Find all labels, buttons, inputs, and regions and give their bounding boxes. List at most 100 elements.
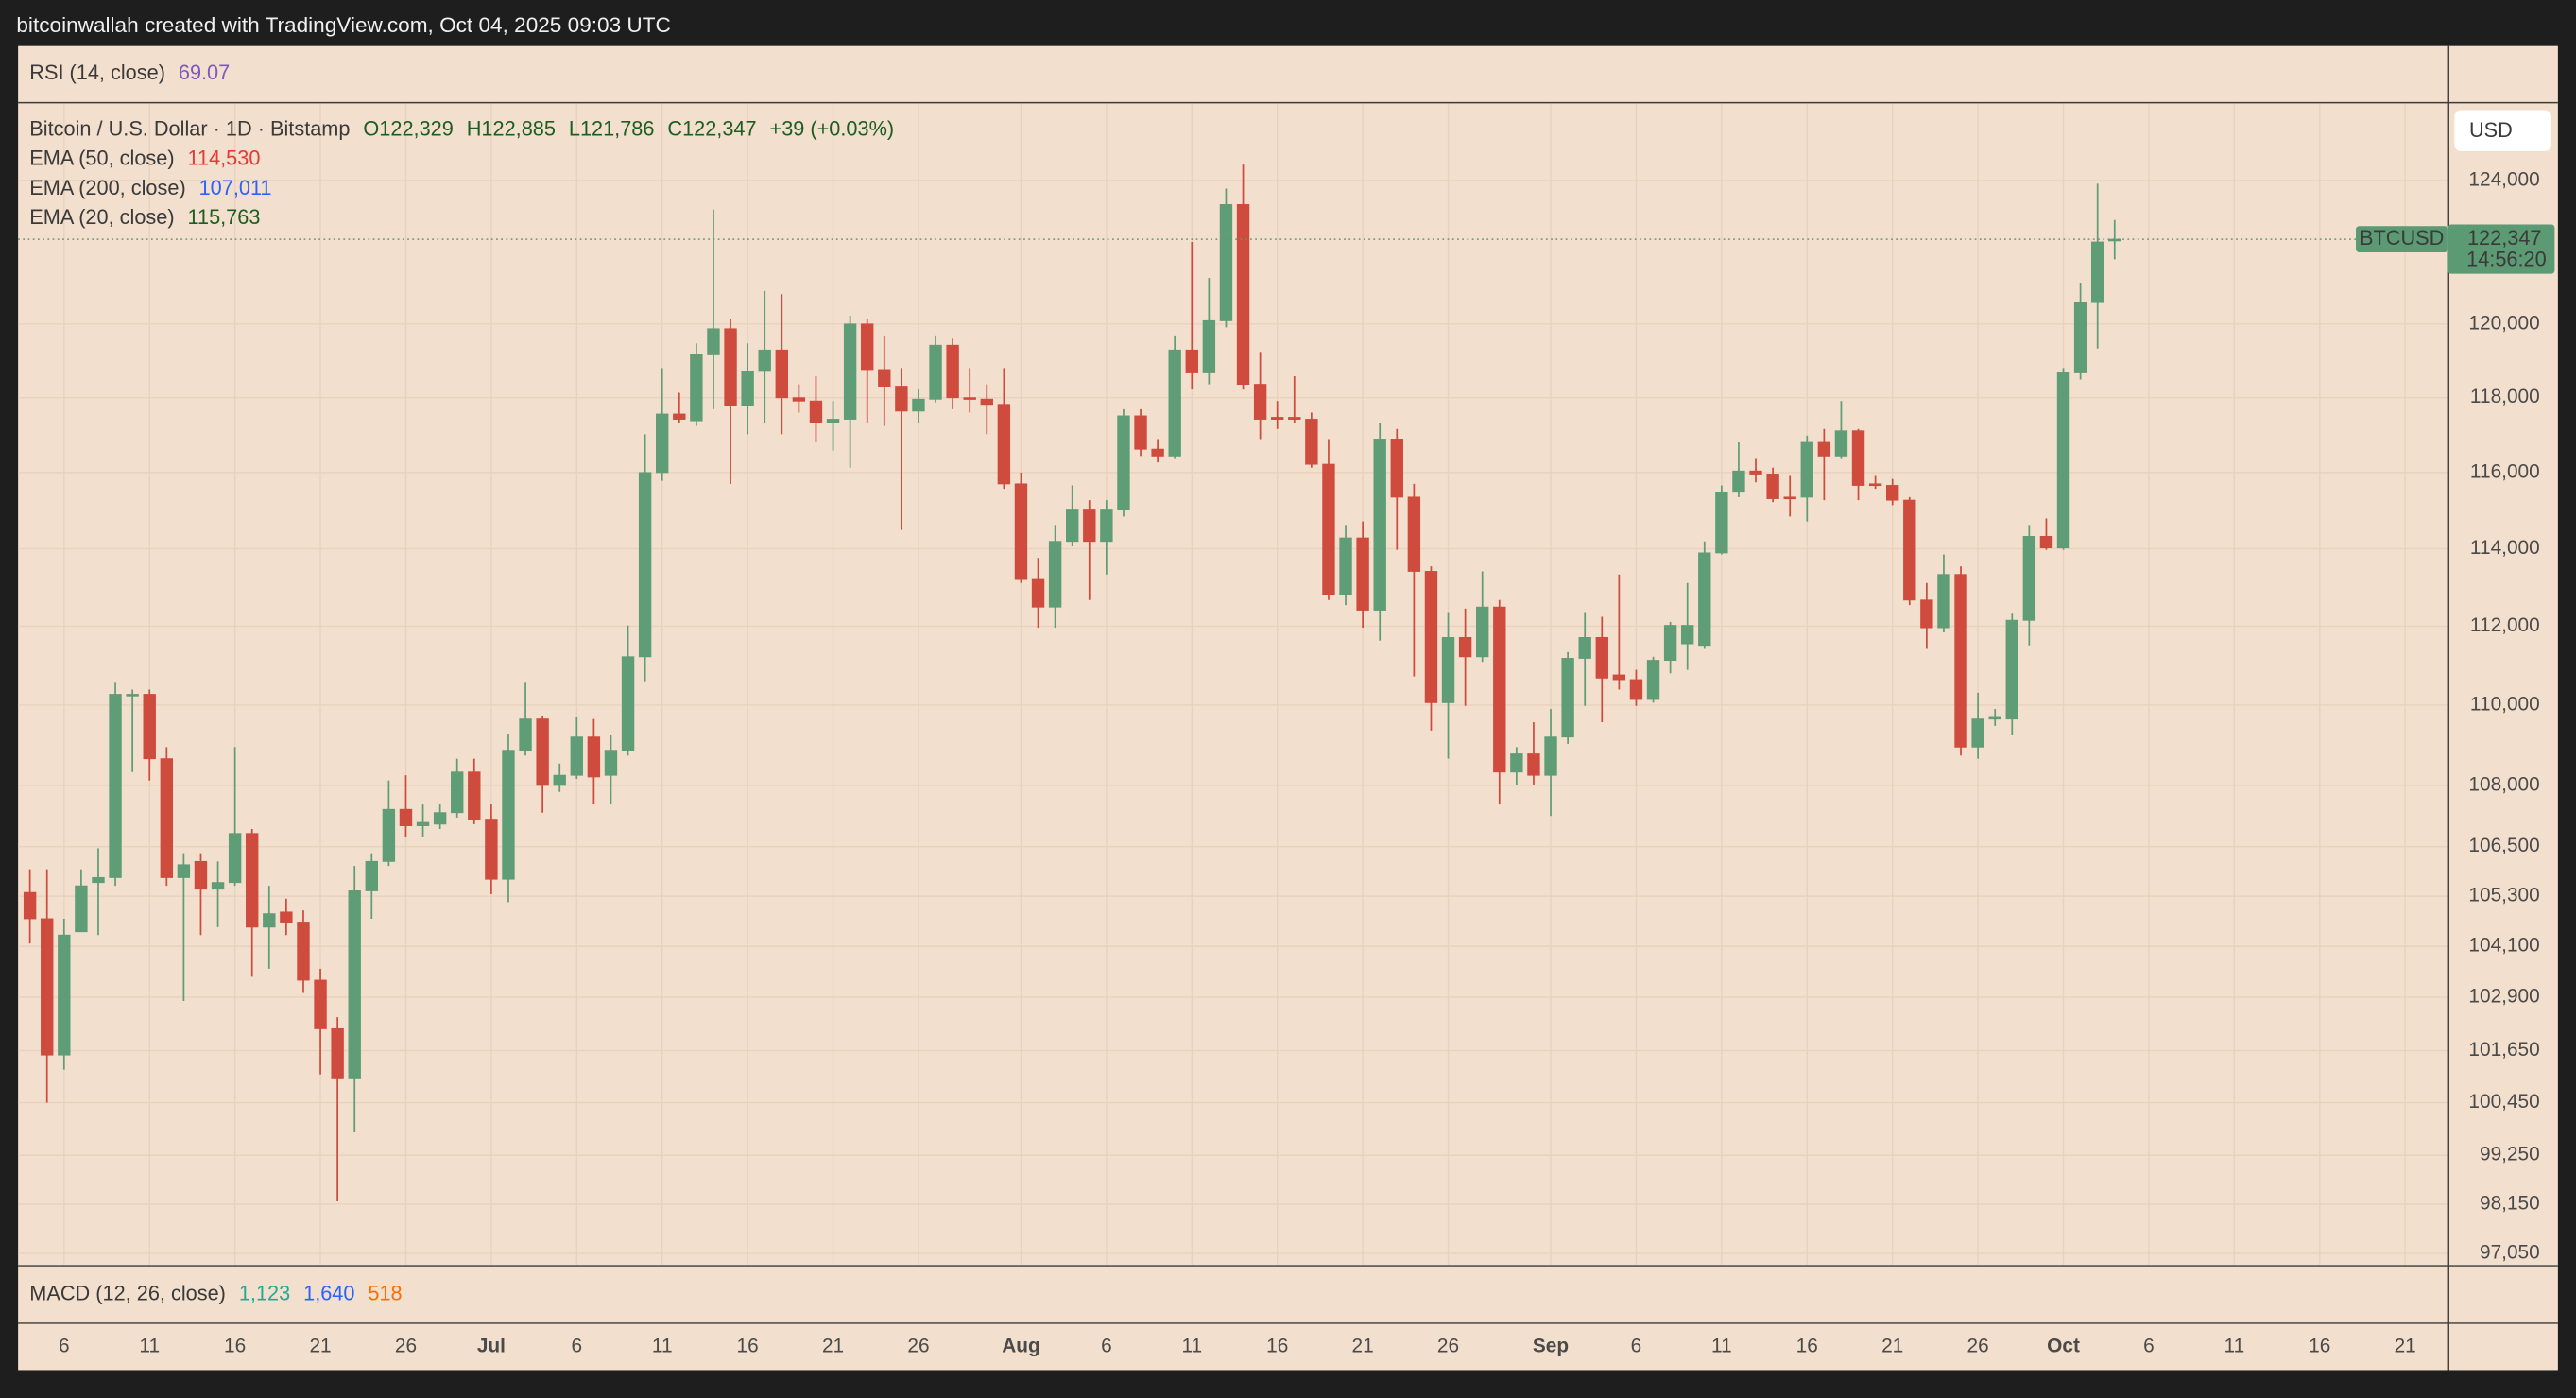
symbol-tag: [2356, 226, 2448, 253]
candle-body: [433, 812, 447, 825]
candle-body: [314, 979, 327, 1029]
y-tick-label: 99,250: [2480, 1144, 2540, 1165]
x-tick-label: 21: [1352, 1336, 1374, 1357]
candle-body: [1322, 463, 1335, 595]
candle-body: [58, 934, 71, 1056]
y-tick-label: 97,050: [2480, 1242, 2540, 1264]
candle-body: [878, 369, 891, 387]
candle-body: [946, 344, 959, 399]
x-tick-label: 21: [2395, 1336, 2416, 1357]
candle-body: [553, 774, 566, 786]
candle-body: [912, 398, 925, 412]
candle-body: [929, 344, 942, 400]
candle-body: [41, 918, 54, 1056]
x-tick-label: Sep: [1533, 1336, 1569, 1357]
candle-body: [502, 750, 515, 880]
candle-body: [297, 922, 310, 981]
candle-body: [228, 833, 242, 884]
candle-body: [1612, 674, 1626, 681]
ohlc-high: H122,885: [467, 116, 556, 140]
candle-body: [1868, 483, 1882, 487]
candle-body: [1134, 415, 1147, 450]
candle-body: [1441, 637, 1455, 703]
x-tick-label: 26: [1967, 1336, 1989, 1357]
macd-value: 518: [368, 1281, 402, 1304]
candle-body: [2108, 238, 2121, 242]
candle-body: [1629, 679, 1643, 700]
change: +39 (+0.03%): [770, 116, 895, 140]
y-tick-label: 108,000: [2468, 773, 2539, 795]
candle-body: [1305, 419, 1318, 465]
candle-body: [758, 349, 771, 372]
candle-body: [1373, 439, 1386, 611]
candle-body: [280, 911, 293, 923]
candle-body: [365, 860, 378, 891]
candle-body: [861, 323, 874, 371]
x-tick-label: 26: [395, 1336, 417, 1357]
candle-body: [1066, 509, 1079, 543]
candle-body: [1014, 483, 1028, 580]
candle-body: [1988, 716, 2001, 720]
x-tick-label: 11: [139, 1336, 160, 1357]
candle-body: [348, 890, 361, 1079]
candle-body: [1288, 417, 1301, 420]
candle-body: [1817, 441, 1831, 457]
candle-body: [1219, 203, 1233, 321]
symbol-tag-label: BTCUSD: [2360, 226, 2444, 250]
candle-body: [1663, 625, 1677, 661]
candle-body: [1527, 753, 1540, 776]
ema-value: 107,011: [199, 176, 272, 199]
macd-value: 1,123: [239, 1281, 290, 1304]
candle-body: [1561, 658, 1574, 738]
price-axis: 97,050 98,150 99,250 100,450 101,650 102,900 1…: [2468, 168, 2539, 1263]
ohlc-close: C122,347: [667, 116, 756, 140]
candle-body: [1749, 470, 1762, 475]
candle-body: [1510, 753, 1523, 773]
candle-body: [1851, 430, 1865, 486]
y-tick-label: 104,100: [2468, 935, 2539, 957]
candle-body: [1390, 439, 1403, 498]
x-tick-label: 11: [652, 1336, 673, 1357]
candle-body: [724, 328, 737, 406]
candle-body: [1476, 606, 1489, 658]
x-tick-label: 26: [1437, 1336, 1459, 1357]
x-tick-label: 21: [309, 1336, 331, 1357]
candle-body: [1339, 537, 1352, 595]
candle-body: [1903, 499, 1916, 601]
y-tick-label: 118,000: [2470, 386, 2540, 407]
candle-body: [673, 413, 686, 420]
candle-body: [1424, 571, 1438, 703]
candle-body: [126, 694, 139, 697]
candle-body: [895, 386, 908, 412]
y-tick-label: 110,000: [2470, 693, 2540, 715]
candle-body: [604, 750, 618, 776]
candle-body: [587, 736, 601, 778]
candle-body: [1766, 474, 1779, 499]
macd-name: MACD (12, 26, close): [29, 1281, 226, 1304]
x-tick-label: Jul: [477, 1336, 506, 1357]
candle-body: [1886, 485, 1899, 501]
grid: [18, 103, 2448, 1266]
candle-body: [2022, 536, 2036, 621]
ema-name: EMA (200, close): [29, 176, 185, 199]
chart-background: [18, 45, 2558, 1371]
candle-body: [416, 821, 430, 826]
candle-body: [1937, 574, 1950, 629]
candle-body: [451, 771, 464, 814]
currency[interactable]: USD: [2469, 118, 2513, 142]
y-tick-label: 124,000: [2468, 168, 2539, 190]
candle-body: [621, 656, 635, 751]
candle-body: [519, 718, 532, 751]
currency-button[interactable]: [2454, 110, 2551, 151]
ema-value: 114,530: [188, 146, 261, 169]
candles: [23, 164, 2121, 1202]
x-tick-label: 16: [224, 1336, 246, 1357]
candle-body: [1117, 415, 1130, 511]
candle-body: [331, 1027, 344, 1079]
macd-value: 1,640: [303, 1281, 354, 1304]
x-tick-label: 16: [2309, 1336, 2330, 1357]
candle-body: [2005, 619, 2018, 720]
candle-body: [1458, 637, 1472, 658]
